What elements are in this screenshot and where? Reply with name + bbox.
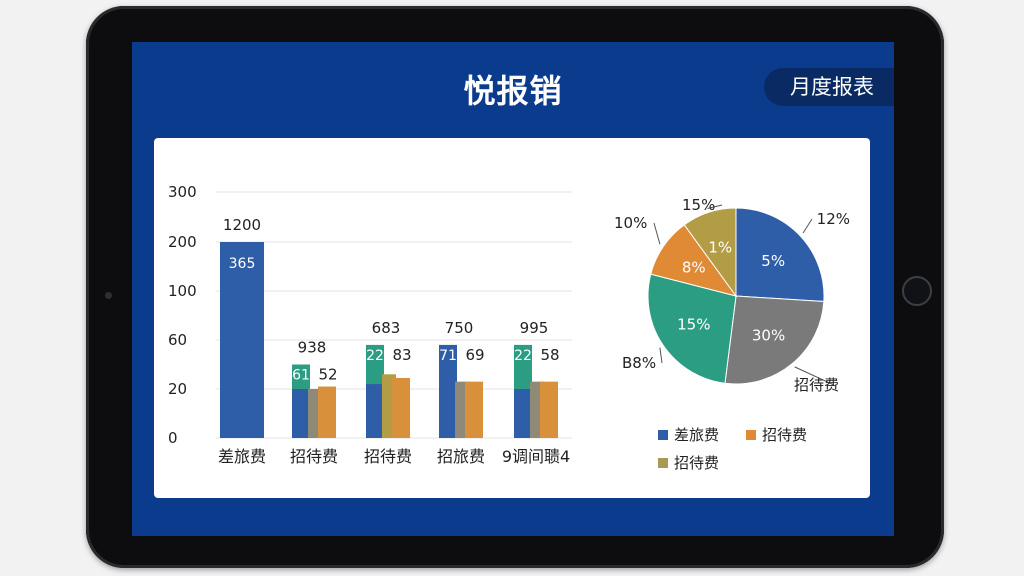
pie-slice-label: 15% [677,316,710,334]
pie-slice [647,273,737,384]
bar-value-label: 22 [514,348,532,364]
bar-top-label: 995 [520,319,549,337]
x-category-label: 招旅费 [437,447,485,466]
bar-top-label: 683 [372,319,401,337]
pie-leader-line [707,204,723,209]
pie-outer-label: B8% [622,354,656,372]
bar-series-orange [465,381,483,438]
bar-series-orange [540,381,558,438]
x-category-label: 招待费 [290,447,338,466]
pie-slice-label: 1% [708,238,732,256]
pie-leader-line [794,366,835,386]
bar-top-label: 750 [445,319,474,337]
x-category-label: 招待费 [364,447,412,466]
pie-slice [724,295,825,385]
bar-series-blue [366,384,384,438]
bar-series-orange [318,386,336,438]
bar-series-blue [292,389,310,438]
pie-chart: 5% 12% 30% 招待费 15% B8% 8% 10% 1% 15% [614,196,850,394]
bar-top-label: 938 [298,339,327,357]
pie-slice-label: 30% [752,326,785,344]
bar-value-label: 52 [318,366,337,384]
y-tick-label: 20 [168,380,187,398]
bar-value-label: 83 [392,346,411,364]
pie-outer-label: 招待费 [794,376,839,394]
pie-slice [683,207,737,298]
legend-item: 招待费 [746,424,807,445]
bar-value-label: 61 [292,368,310,384]
home-button[interactable] [902,276,932,306]
bar-top-label: 1200 [223,216,261,234]
x-category-label: 差旅费 [218,447,266,466]
legend-swatch [746,429,756,440]
bar-value-label: 22 [366,348,384,364]
y-tick-label: 60 [168,331,187,349]
x-category-label: 9调间聩4 [502,447,570,466]
legend-label: 招待费 [674,454,720,472]
app-screen: 悦报销 月度报表 300 200 100 60 20 0 1200 365 938 61 52 683… [132,42,894,536]
bar-value-label: 71 [439,348,457,364]
monthly-report-button[interactable]: 月度报表 [764,68,894,106]
pie-legend: 差旅费 招待费 招待费 [658,420,858,480]
legend-item: 差旅费 [658,424,719,445]
bar-series-blue [514,389,532,438]
y-tick-label: 0 [168,429,178,447]
bar-chailvfei [220,242,264,438]
y-tick-label: 100 [168,282,197,300]
y-tick-label: 300 [168,183,197,201]
bar-series-a [439,344,457,438]
pie-outer-label: 15% [682,196,715,214]
legend-label: 差旅费 [674,426,720,444]
pie-slice [735,207,825,303]
legend-swatch [658,457,668,468]
report-panel: 300 200 100 60 20 0 1200 365 938 61 52 683 22 83 750 71… [154,138,870,498]
pie-leader-line [659,347,663,364]
pie-slice-label: 5% [761,252,785,270]
pie-outer-label: 12% [817,210,850,228]
camera-icon [105,292,112,299]
pie-slice-label: 8% [682,258,706,276]
y-tick-label: 200 [168,233,197,251]
pie-leader-line [653,222,661,245]
bar-series-orange [392,377,410,438]
bar-value-label: 58 [540,346,559,364]
legend-label: 招待费 [762,426,808,444]
pie-outer-label: 10% [614,214,647,232]
app-title: 悦报销 [463,72,563,110]
bar-value-label: 365 [229,256,256,272]
legend-swatch [658,429,668,440]
bar-value-label: 69 [465,346,484,364]
legend-item: 招待费 [658,452,719,473]
pie-leader-line [802,218,813,234]
